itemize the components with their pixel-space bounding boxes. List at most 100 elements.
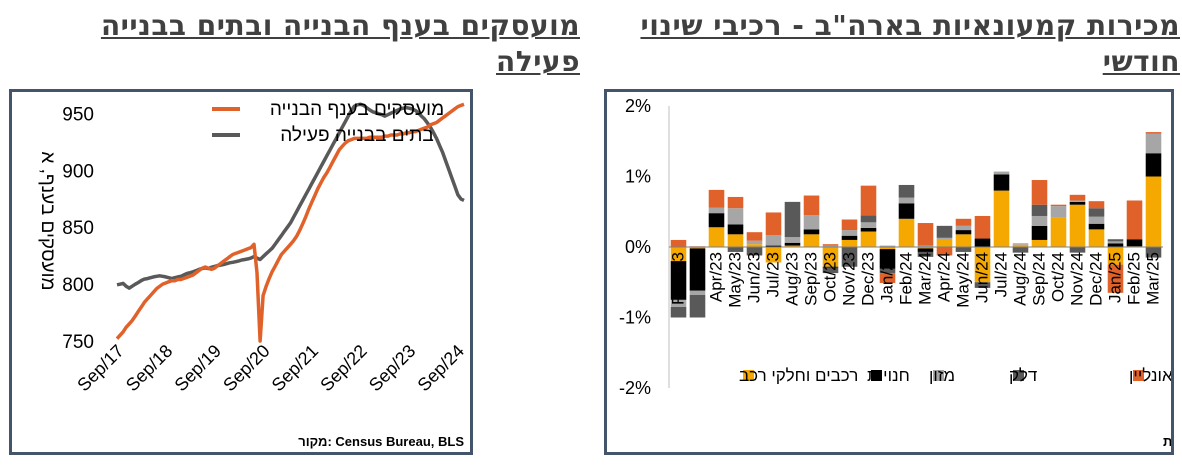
bar-segment (917, 248, 934, 252)
bar-segment (689, 248, 706, 291)
left-chart-title: מועסקים בענף הבנייה ובתים בבנייה פעילה (100, 9, 580, 78)
x-tick-label: Sep/24 (414, 341, 468, 395)
x-tick-label: Feb/25 (1125, 252, 1144, 305)
bar-segment (936, 239, 953, 247)
x-tick-label: Sep/18 (122, 341, 176, 395)
legend-swatch (933, 370, 944, 381)
bar-segment (879, 247, 896, 250)
y-tick-label: 800 (62, 275, 94, 296)
bar-segment (765, 235, 782, 246)
bar-segment (1031, 215, 1048, 226)
legend-label: בתים בבנייה פעילה (280, 125, 433, 146)
x-tick-label: Jan/25 (1106, 252, 1125, 303)
bar-segment (974, 238, 991, 247)
x-tick-label: May/24 (954, 252, 973, 308)
bar-segment (746, 240, 763, 245)
bar-segment (803, 215, 820, 230)
y-tick-label: -2% (619, 378, 651, 398)
bar-segment (746, 244, 763, 247)
bar-segment (689, 247, 706, 249)
bar-segment (917, 247, 934, 249)
bar-segment (860, 227, 877, 232)
bar-segment (879, 268, 896, 274)
bar-segment (822, 245, 839, 247)
y-tick-label: 950 (62, 104, 94, 125)
bar-segment (898, 203, 915, 219)
bar-segment (1088, 223, 1105, 230)
bar-segment (708, 207, 725, 214)
legend-swatch (743, 370, 754, 381)
stacked-bar-chart-svg: 2%1%0%-1%-2%Feb/23 Mar Apr/23 May/23 Jun/23 J… (619, 96, 1182, 449)
bar-segment (784, 245, 801, 247)
bar-segment (1145, 153, 1162, 177)
y-tick-label: 900 (62, 161, 94, 182)
bar-segment (784, 242, 801, 246)
bar-segment (841, 235, 858, 240)
x-tick-label: Nov/24 (1068, 252, 1087, 306)
bar-segment (1012, 244, 1029, 245)
bar-segment (1069, 200, 1086, 202)
bar-segment (784, 201, 801, 238)
bar-segment (879, 249, 896, 269)
bar-segment (803, 195, 820, 216)
x-tick-label: Aug/23 (783, 252, 802, 306)
x-tick-label: Nov/23 (840, 252, 859, 306)
x-tick-label: Sep/23 (365, 341, 419, 395)
bar-segment (955, 218, 972, 226)
legend-swatch (871, 370, 882, 381)
bar-segment (1031, 239, 1048, 247)
bar-segment (784, 237, 801, 243)
x-tick-label: Feb/23 (669, 252, 688, 305)
x-tick-label: Sep/24 (1030, 252, 1049, 306)
line-chart-svg: 9509008508007501,7001,5001,3001,100900Se… (37, 99, 571, 449)
bar-segment (860, 222, 877, 228)
x-tick-label: Oct/24 (1049, 252, 1068, 302)
bar-segment (1145, 247, 1162, 258)
bar-segment (1126, 200, 1143, 240)
x-tick-label: Jul/23 (764, 252, 783, 297)
bar-segment (841, 239, 858, 247)
bar-segment (670, 239, 687, 247)
bar-segment (898, 218, 915, 247)
legend-label: מועסקים בענף הבנייה (270, 99, 444, 120)
bar-segment (765, 245, 782, 247)
source-note: מקור: Census Bureau, BLS (298, 434, 464, 449)
bar-segment (727, 224, 744, 235)
bar-segment (1069, 201, 1086, 205)
series-line-employment (115, 102, 465, 343)
right-chart-title: מכירות קמעונאיות בארה"ב - רכיבי שינוי חו… (640, 9, 1180, 78)
x-tick-label: Mar/24 (916, 252, 935, 305)
bar-segment (1145, 176, 1162, 247)
bar-segment (1145, 132, 1162, 134)
x-tick-label: Sep/22 (316, 341, 370, 395)
x-tick-label: Aug/24 (1011, 252, 1030, 306)
x-tick-label: Jul/24 (992, 252, 1011, 297)
legend-swatch (1133, 370, 1144, 381)
bar-segment (1107, 243, 1124, 247)
bar-segment (860, 185, 877, 216)
bar-segment (727, 247, 744, 252)
bar-segment (1088, 216, 1105, 224)
bar-segment (974, 282, 991, 288)
bar-segment (974, 215, 991, 239)
x-tick-label: Jun/24 (973, 252, 992, 303)
bar-segment (1107, 239, 1124, 242)
bar-segment (936, 237, 953, 240)
bar-segment (1069, 247, 1086, 253)
bar-segment (993, 174, 1010, 191)
bar-segment (955, 247, 972, 252)
bar-segment (1088, 208, 1105, 217)
x-tick-label: Jan/24 (878, 252, 897, 303)
bar-segment (1107, 241, 1124, 244)
x-tick-label: Apr/24 (935, 252, 954, 302)
bar-segment (727, 234, 744, 247)
bar-segment (746, 232, 763, 241)
bar-segment (917, 245, 934, 247)
bar-segment (670, 299, 687, 307)
y-tick-label: 750 (62, 332, 94, 353)
bar-segment (1069, 194, 1086, 201)
bar-segment (670, 247, 687, 262)
bar-segment (860, 231, 877, 247)
legend-swatch (1013, 370, 1024, 381)
bar-segment (822, 247, 839, 267)
